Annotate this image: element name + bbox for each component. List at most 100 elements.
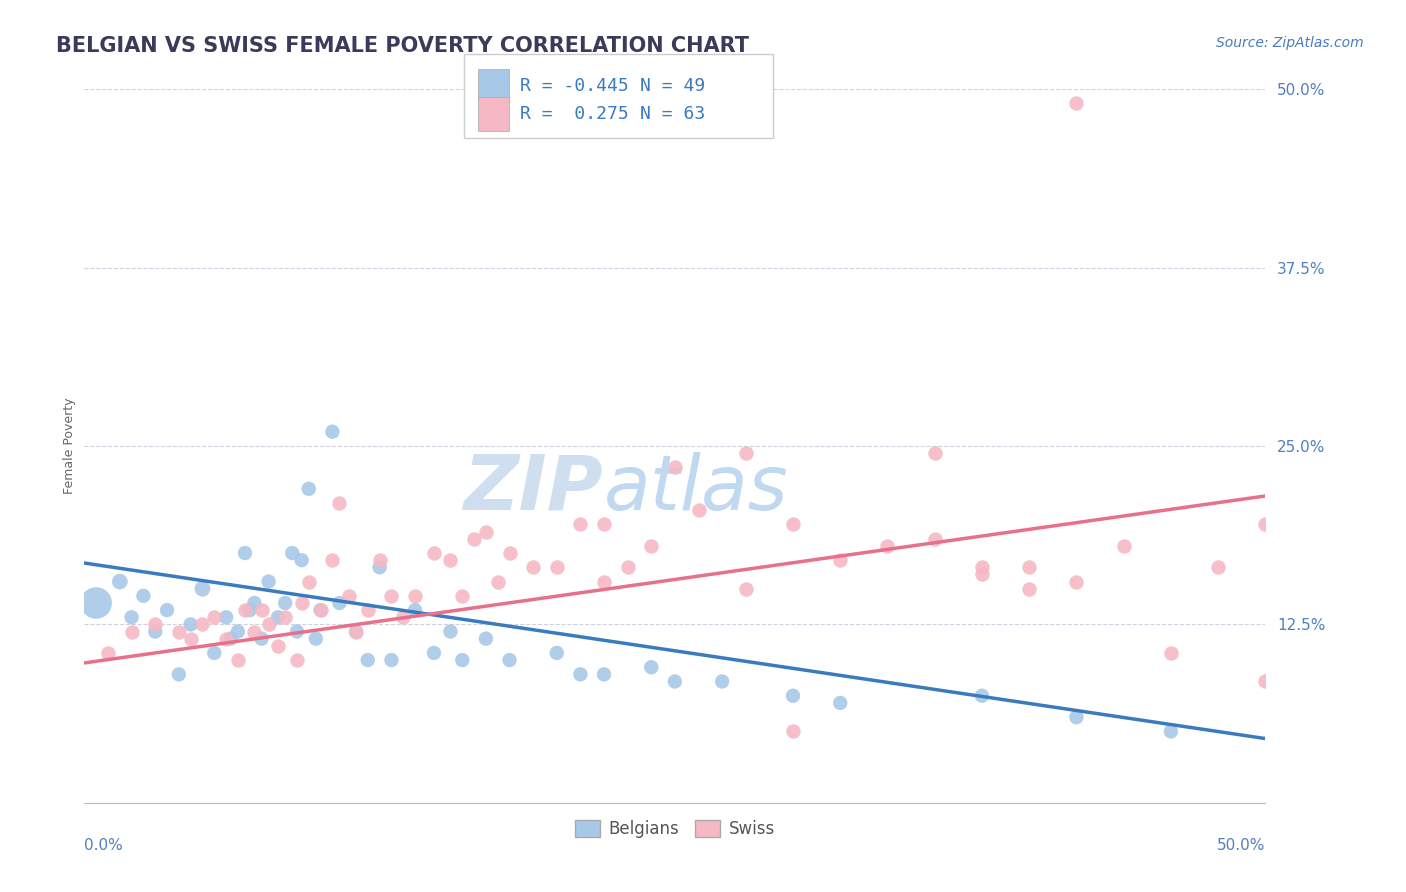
Point — [876, 539, 898, 553]
Point — [475, 524, 498, 539]
Text: R =  0.275: R = 0.275 — [520, 105, 628, 123]
Point — [970, 689, 993, 703]
Point — [156, 603, 179, 617]
Point — [321, 425, 343, 439]
Point — [180, 632, 202, 646]
Point — [368, 553, 391, 567]
Point — [108, 574, 131, 589]
Point — [243, 624, 266, 639]
Point — [143, 624, 166, 639]
Y-axis label: Female Poverty: Female Poverty — [63, 398, 76, 494]
Point — [423, 646, 446, 660]
Point — [404, 589, 426, 603]
Point — [392, 610, 415, 624]
Point — [180, 617, 202, 632]
Point — [664, 674, 686, 689]
Point — [281, 546, 304, 560]
Legend: Belgians, Swiss: Belgians, Swiss — [568, 813, 782, 845]
Point — [167, 667, 190, 681]
Point — [344, 624, 367, 639]
Text: R = -0.445: R = -0.445 — [520, 77, 628, 95]
Point — [688, 503, 710, 517]
Point — [84, 596, 107, 610]
Point — [404, 603, 426, 617]
Point — [924, 532, 946, 546]
Point — [593, 574, 616, 589]
Text: BELGIAN VS SWISS FEMALE POVERTY CORRELATION CHART: BELGIAN VS SWISS FEMALE POVERTY CORRELAT… — [56, 36, 749, 55]
Point — [191, 617, 214, 632]
Point — [463, 532, 485, 546]
Point — [291, 553, 314, 567]
Point — [309, 603, 332, 617]
Text: N = 63: N = 63 — [640, 105, 704, 123]
Point — [640, 660, 662, 674]
Point — [202, 610, 225, 624]
Point — [734, 582, 756, 596]
Point — [1066, 96, 1088, 111]
Point — [305, 632, 328, 646]
Point — [357, 653, 380, 667]
Point — [782, 689, 804, 703]
Point — [344, 624, 367, 639]
Text: atlas: atlas — [605, 452, 789, 525]
Point — [498, 653, 520, 667]
Point — [274, 596, 297, 610]
Point — [486, 574, 509, 589]
Point — [451, 589, 474, 603]
Point — [321, 553, 343, 567]
Point — [121, 624, 143, 639]
Point — [380, 589, 402, 603]
Point — [233, 546, 256, 560]
Point — [226, 653, 249, 667]
Point — [593, 517, 616, 532]
Point — [285, 624, 308, 639]
Point — [257, 617, 280, 632]
Point — [167, 624, 190, 639]
Point — [1018, 582, 1040, 596]
Point — [1018, 560, 1040, 574]
Point — [226, 624, 249, 639]
Point — [970, 567, 993, 582]
Point — [569, 667, 592, 681]
Point — [243, 596, 266, 610]
Point — [1112, 539, 1135, 553]
Point — [522, 560, 544, 574]
Point — [267, 610, 290, 624]
Point — [711, 674, 734, 689]
Point — [215, 632, 238, 646]
Point — [191, 582, 214, 596]
Point — [357, 603, 380, 617]
Point — [257, 574, 280, 589]
Point — [1066, 710, 1088, 724]
Point — [143, 617, 166, 632]
Text: ZIP: ZIP — [464, 452, 605, 525]
Point — [546, 560, 568, 574]
Point — [239, 603, 262, 617]
Point — [734, 446, 756, 460]
Point — [219, 632, 242, 646]
Point — [328, 596, 350, 610]
Point — [267, 639, 290, 653]
Point — [782, 724, 804, 739]
Point — [830, 553, 852, 567]
Point — [475, 632, 498, 646]
Point — [439, 624, 461, 639]
Point — [1254, 517, 1277, 532]
Text: 0.0%: 0.0% — [84, 838, 124, 854]
Point — [1206, 560, 1229, 574]
Point — [423, 546, 446, 560]
Point — [593, 667, 616, 681]
Point — [97, 646, 120, 660]
Text: N = 49: N = 49 — [640, 77, 704, 95]
Point — [1160, 724, 1182, 739]
Point — [328, 496, 350, 510]
Point — [132, 589, 155, 603]
Point — [1254, 674, 1277, 689]
Point — [274, 610, 297, 624]
Point — [640, 539, 662, 553]
Text: Source: ZipAtlas.com: Source: ZipAtlas.com — [1216, 36, 1364, 50]
Point — [250, 632, 273, 646]
Point — [664, 460, 686, 475]
Point — [285, 653, 308, 667]
Point — [1160, 646, 1182, 660]
